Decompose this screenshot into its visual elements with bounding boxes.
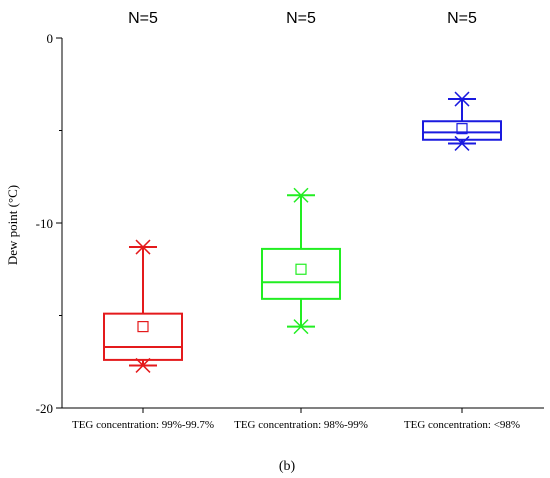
- min-marker: [454, 135, 470, 151]
- mean-marker: [295, 263, 307, 275]
- n-label: N=5: [447, 10, 477, 27]
- box-group: [261, 187, 341, 335]
- box-group: [103, 239, 183, 373]
- mean-marker: [137, 321, 149, 333]
- y-tick-label: -20: [36, 401, 53, 416]
- x-tick-label: TEG concentration: 98%-99%: [234, 419, 368, 431]
- iqr-box: [103, 312, 183, 361]
- x-tick-label: TEG concentration: <98%: [404, 419, 520, 431]
- max-marker: [135, 239, 151, 255]
- y-axis-label: Dew point (°C): [5, 185, 20, 265]
- x-tick-label: TEG concentration: 99%-99.7%: [72, 419, 214, 431]
- labels: N=5 TEG concentration: 99%-99.7% N=5 TEG co…: [72, 10, 520, 431]
- y-tick-label: -10: [36, 216, 53, 231]
- boxes: [103, 91, 502, 373]
- max-marker: [293, 187, 309, 203]
- mean-marker: [456, 123, 468, 135]
- box-group: [422, 91, 502, 151]
- n-label: N=5: [286, 10, 316, 27]
- iqr-box: [422, 120, 502, 141]
- axes: 0 -10 -20: [36, 31, 544, 416]
- n-label: N=5: [128, 10, 158, 27]
- iqr-box: [261, 247, 341, 300]
- min-marker: [293, 319, 309, 335]
- figure-caption: (b): [279, 459, 296, 474]
- max-marker: [454, 91, 470, 107]
- min-marker: [135, 357, 151, 373]
- y-tick-label: 0: [47, 31, 54, 46]
